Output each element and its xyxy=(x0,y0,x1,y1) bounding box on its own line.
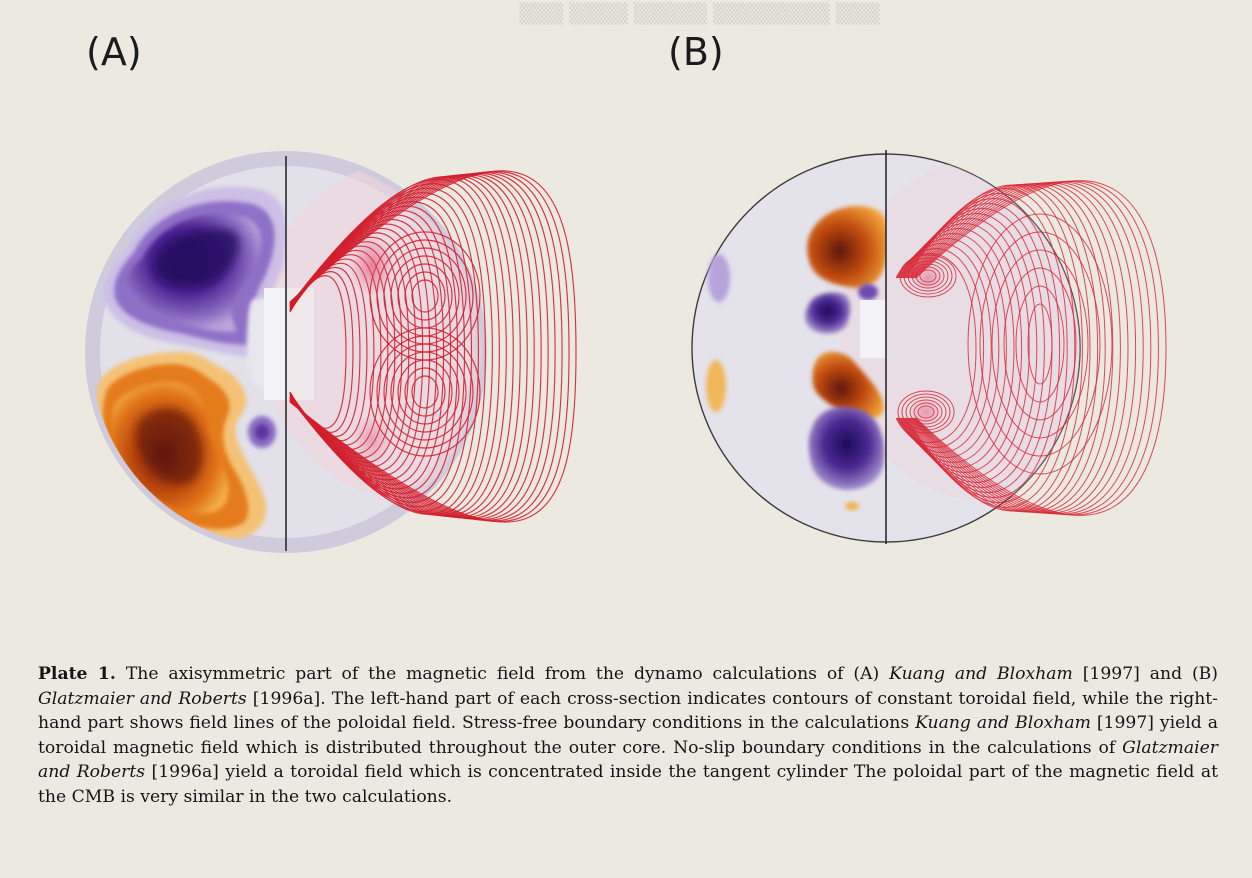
panel-b-orange-spot-bottom xyxy=(845,502,859,510)
field-line-loop xyxy=(897,390,955,434)
panel-b-poloidal-field-lines xyxy=(895,180,1167,516)
field-line-loop xyxy=(369,231,481,361)
field-line xyxy=(906,184,1083,512)
field-line-loop xyxy=(404,271,446,321)
field-line-loop xyxy=(991,249,1089,439)
field-line xyxy=(904,198,1061,498)
field-line xyxy=(289,173,542,520)
figure-cross-sections xyxy=(85,150,1167,553)
field-line-loop xyxy=(404,367,446,417)
field-line xyxy=(289,172,556,521)
field-line-loop xyxy=(1003,267,1077,421)
field-line xyxy=(901,218,1030,478)
field-line-loop xyxy=(899,254,957,298)
panel-a-pink-spot-lower xyxy=(352,414,392,466)
panel-b-purple-blob-upper xyxy=(805,292,851,334)
panel-b-cross-section xyxy=(691,150,1167,544)
caption-segment: [1996a]. The left-hand part of each cros… xyxy=(38,688,1218,734)
field-line xyxy=(914,181,1152,515)
field-line xyxy=(289,173,535,519)
field-line-loop xyxy=(397,263,453,329)
field-line xyxy=(289,176,507,517)
field-line-loop xyxy=(383,247,467,345)
field-line xyxy=(289,171,563,522)
panel-a-cross-section xyxy=(85,151,577,553)
panel-b-label: (B) xyxy=(668,30,724,74)
field-line xyxy=(910,183,1114,513)
plate-label: Plate 1. xyxy=(38,664,116,684)
field-line xyxy=(910,182,1121,514)
field-line xyxy=(902,208,1045,488)
field-line-loop xyxy=(411,375,439,409)
field-line-loop xyxy=(903,257,953,295)
panel-a-purple-lobe-darkest xyxy=(153,228,240,288)
panel-b-pink-spot-lower xyxy=(910,398,942,426)
field-line xyxy=(909,183,1106,513)
field-line xyxy=(913,181,1144,515)
field-line-loop xyxy=(397,359,453,425)
field-line xyxy=(289,170,577,523)
field-line xyxy=(289,192,479,512)
panel-a-purple-spot-core xyxy=(255,424,269,440)
field-line xyxy=(912,181,1137,515)
field-line xyxy=(289,174,528,519)
caption-segment: Glatzmaier and Roberts xyxy=(38,688,247,709)
field-line xyxy=(289,175,521,518)
panel-a-poloidal-field-lines xyxy=(289,170,577,523)
panel-b-purple-spot-left xyxy=(708,254,730,302)
field-line-loop xyxy=(1027,303,1053,385)
panel-a-pink-spot-upper xyxy=(350,236,394,296)
figure-caption: Plate 1. The axisymmetric part of the mag… xyxy=(38,662,1218,810)
field-line-loop xyxy=(390,351,460,433)
field-line xyxy=(289,171,570,523)
panel-b-pink-spot-upper xyxy=(912,264,944,292)
field-line xyxy=(908,184,1099,512)
field-line xyxy=(897,238,1000,458)
caption-segment: Kuang and Bloxham xyxy=(915,713,1091,734)
field-line-loop xyxy=(905,396,947,428)
panel-b-toroidal-field xyxy=(706,206,886,510)
field-line xyxy=(901,213,1038,483)
field-line xyxy=(915,180,1167,516)
panel-a-inner-core-cut xyxy=(264,288,286,400)
field-line-loop xyxy=(376,239,474,353)
caption-segment: The axisymmetric part of the magnetic fi… xyxy=(125,664,890,684)
field-line-loop xyxy=(411,279,439,313)
field-line xyxy=(900,223,1023,473)
field-line xyxy=(911,182,1129,514)
panel-b-orange-blob-upper xyxy=(807,206,886,288)
field-line xyxy=(914,180,1159,516)
caption-segment: [1997] and (B) xyxy=(1072,664,1218,684)
field-line-loop xyxy=(369,327,481,457)
field-line xyxy=(907,184,1091,512)
field-line-loop xyxy=(376,335,474,449)
panel-a-label: (A) xyxy=(86,30,142,74)
caption-segment: [1996a] yield a toroidal field which is … xyxy=(38,762,1218,807)
field-line-loop xyxy=(967,213,1113,475)
caption-segment: Glatzmaier and Roberts xyxy=(38,737,1218,783)
panel-b-purple-blob-lower xyxy=(808,406,885,490)
field-line-loop xyxy=(1015,285,1065,403)
panel-b-purple-spot-small xyxy=(858,284,878,300)
panel-a-orange-lobe-darkest xyxy=(135,408,203,485)
panel-b-inner-core-cut xyxy=(860,300,886,358)
field-line-loop xyxy=(901,393,951,431)
field-line-loop xyxy=(907,260,949,292)
field-line xyxy=(289,175,514,517)
caption-segment: Kuang and Bloxham xyxy=(889,664,1073,684)
field-line-loop xyxy=(390,255,460,337)
field-line xyxy=(289,172,549,521)
caption-segment: [1997] yield a toroidal magnetic field w… xyxy=(38,713,1218,758)
field-line-loop xyxy=(979,231,1101,457)
field-line-loop xyxy=(383,343,467,441)
panel-b-orange-blob-lower xyxy=(812,351,884,419)
panel-b-orange-spot-left xyxy=(706,360,726,412)
